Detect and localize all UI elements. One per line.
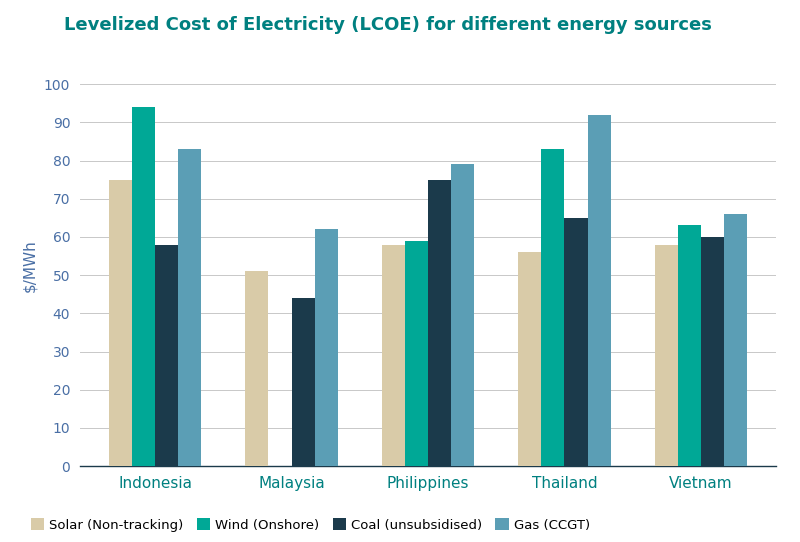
Y-axis label: $/MWh: $/MWh	[22, 239, 37, 292]
Legend: Solar (Non-tracking), Wind (Onshore), Coal (unsubsidised), Gas (CCGT): Solar (Non-tracking), Wind (Onshore), Co…	[31, 518, 590, 532]
Bar	[291, 298, 314, 466]
Bar	[178, 149, 202, 466]
Text: Levelized Cost of Electricity (LCOE) for different energy sources: Levelized Cost of Electricity (LCOE) for…	[64, 16, 712, 34]
Bar	[654, 244, 678, 466]
Bar	[588, 115, 611, 466]
Bar	[132, 107, 155, 466]
Bar	[542, 149, 565, 466]
Bar	[565, 218, 588, 466]
Bar	[382, 244, 405, 466]
Bar	[518, 252, 542, 466]
Bar	[724, 214, 747, 466]
Bar	[701, 237, 724, 466]
Bar	[314, 229, 338, 466]
Bar	[245, 272, 268, 466]
Bar	[405, 241, 428, 466]
Bar	[155, 244, 178, 466]
Bar	[451, 164, 474, 466]
Bar	[678, 225, 701, 466]
Bar	[109, 179, 132, 466]
Bar	[428, 179, 451, 466]
